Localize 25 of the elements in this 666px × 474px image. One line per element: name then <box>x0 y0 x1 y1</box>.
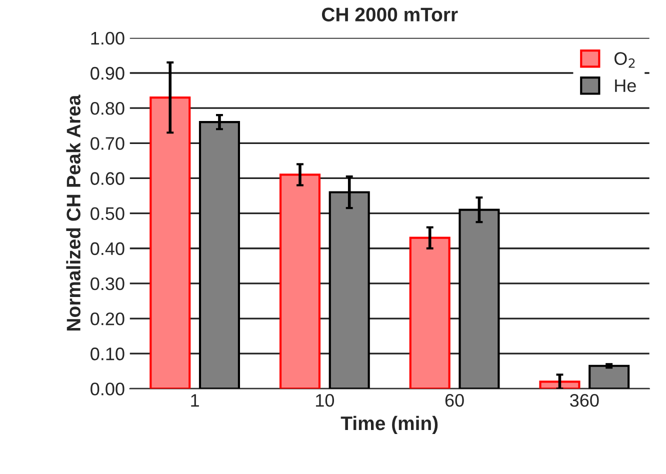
bar <box>539 380 580 389</box>
y-tick-label: 0.40 <box>90 242 124 256</box>
y-tick-label: 0.60 <box>90 172 124 185</box>
bar <box>588 364 630 389</box>
y-tick-label: 1.00 <box>91 32 124 45</box>
y-tick-label: 0.30 <box>90 277 124 290</box>
y-tick-label: 0.50 <box>90 207 124 220</box>
y-tick-label: 0.10 <box>90 348 124 360</box>
chart-title: CH 2000 mTorr <box>322 8 458 22</box>
x-tick-label: 1 <box>191 394 199 407</box>
y-tick-label: 0.90 <box>90 66 124 80</box>
y-axis-title: Normalized CH Peak Area <box>66 94 80 331</box>
x-tick-label: 60 <box>445 394 464 407</box>
legend-label: He <box>615 79 636 92</box>
bar <box>279 174 321 389</box>
x-tick-label: 10 <box>316 394 334 407</box>
x-tick-label: 360 <box>570 394 599 407</box>
bar <box>409 236 450 389</box>
y-tick-label: 0.00 <box>90 382 124 396</box>
y-tick-label: 0.70 <box>90 137 124 150</box>
bar <box>150 96 191 389</box>
y-tick-label: 0.80 <box>90 102 124 115</box>
y-tick-label: 0.20 <box>90 312 124 326</box>
x-axis-title: Time (min) <box>340 416 438 434</box>
legend-label: O$_{2}$ <box>614 52 635 68</box>
